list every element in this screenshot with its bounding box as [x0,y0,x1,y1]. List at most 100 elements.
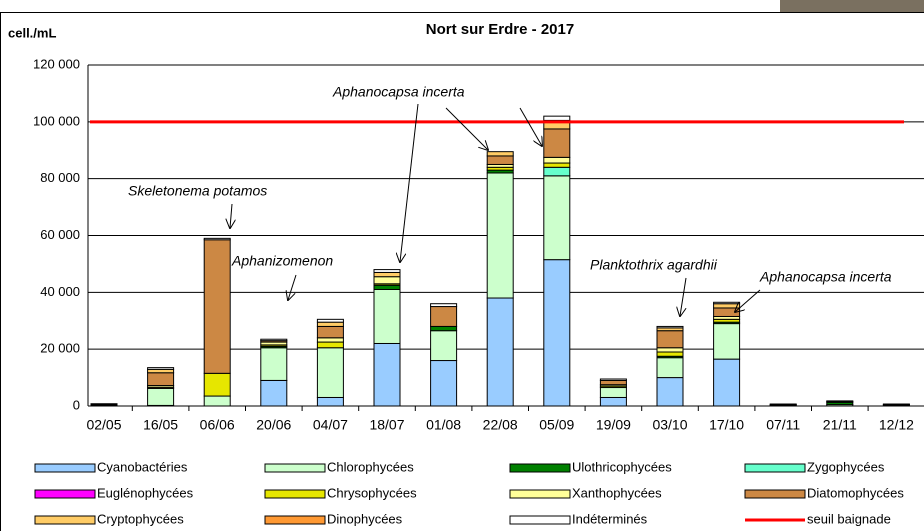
legend-label: Chrysophycées [327,485,417,500]
x-tick-label: 03/10 [652,417,687,433]
x-tick-label: 02/05 [86,417,121,433]
x-tick-label: 22/08 [483,417,518,433]
bar-segment [147,368,175,374]
x-tick-label: 05/09 [539,417,574,433]
legend-swatch [264,463,326,473]
bar-segment [486,172,514,299]
bar-segment [543,259,571,407]
legend-label: Indéterminés [572,511,648,526]
bar-segment [260,347,288,381]
legend-swatch [744,463,806,473]
x-tick-label: 06/06 [200,417,235,433]
bar-segment [316,318,344,323]
annotation-arrow [288,274,297,300]
y-tick-label: 40 000 [40,284,80,299]
bar-segment [373,342,401,407]
bar-segment [826,400,854,402]
legend-swatch [509,515,571,525]
bar-segment [373,269,401,273]
y-tick-label: 60 000 [40,227,80,242]
chart-frame [0,12,924,531]
bar-segment [316,321,344,327]
annotation-arrow [680,277,687,316]
bar-segment [599,379,627,386]
legend-swatch [264,489,326,499]
annotation: Planktothrix agardhii [590,257,718,273]
bar-segment [599,378,627,381]
x-tick-label: 19/09 [596,417,631,433]
bar-segment [543,162,571,168]
bar-segment [90,403,118,405]
legend-label: Ulothricophycées [572,459,672,474]
x-tick-label: 16/05 [143,417,178,433]
bar-segment [147,367,175,370]
bar-segment [260,379,288,407]
bar-segment [882,403,910,406]
bar-segment [373,271,401,278]
bar-segment [543,128,571,158]
bar-segment [486,151,514,157]
legend-swatch [34,489,96,499]
annotation-arrow [445,107,488,150]
bar-segment [316,341,344,349]
bar-segment [430,306,458,327]
x-tick-label: 07/11 [766,417,800,433]
legend-swatch [34,515,96,525]
y-tick-label: 20 000 [40,341,80,356]
bar-segment [486,297,514,407]
bar-segment [543,175,571,261]
legend-label: Chlorophycées [327,459,414,474]
x-tick-label: 21/11 [823,417,857,433]
bar-segment [599,396,627,407]
bar-segment [656,351,684,357]
bar-segment [656,377,684,407]
y-tick-label: 80 000 [40,170,80,185]
bar-segment [769,403,797,406]
bar-segment [656,357,684,379]
y-tick-label: 100 000 [33,113,80,128]
legend-label: Dinophycées [327,511,403,526]
bar-segment [373,288,401,344]
annotation-arrow [519,107,542,146]
legend-swatch [509,489,571,499]
bar-segment [203,237,231,241]
annotation-arrow [230,203,232,228]
chart-title: Nort sur Erdre - 2017 [426,21,574,38]
legend-swatch [744,489,806,499]
bar-segment [373,284,401,290]
legend-label: Cryptophycées [97,511,184,526]
bar-segment [713,323,741,360]
bar-segment [430,303,458,308]
x-tick-label: 04/07 [313,417,348,433]
bar-segment [316,325,344,339]
legend-label: seuil baignade [807,511,891,526]
bar-segment [430,360,458,407]
legend-label: Zygophycées [807,459,885,474]
annotation: Aphanocapsa incerta [759,269,892,285]
bar-segment [316,337,344,343]
bar-segment [430,325,458,332]
annotation: Aphanocapsa incerta [332,84,465,100]
bar-segment [599,387,627,398]
legend-swatch [34,463,96,473]
bar-segment [713,358,741,407]
legend-label: Diatomophycées [807,485,904,500]
bar-segment [316,347,344,398]
x-tick-label: 18/07 [369,417,404,433]
x-tick-label: 12/12 [879,417,914,433]
bar-segment [147,372,175,387]
legend-swatch [264,515,326,525]
bar-segment [656,330,684,349]
bar-segment [147,387,175,406]
legend-label: Euglénophycées [97,485,194,500]
bar-segment [203,372,231,397]
y-tick-label: 120 000 [33,56,80,71]
x-tick-label: 20/06 [256,417,291,433]
bar-segment [486,155,514,165]
bar-segment [373,276,401,285]
photo-corner [780,0,924,12]
bar-segment [543,156,571,164]
legend-swatch [509,463,571,473]
x-tick-label: 01/08 [426,417,461,433]
bar-segment [260,338,288,342]
